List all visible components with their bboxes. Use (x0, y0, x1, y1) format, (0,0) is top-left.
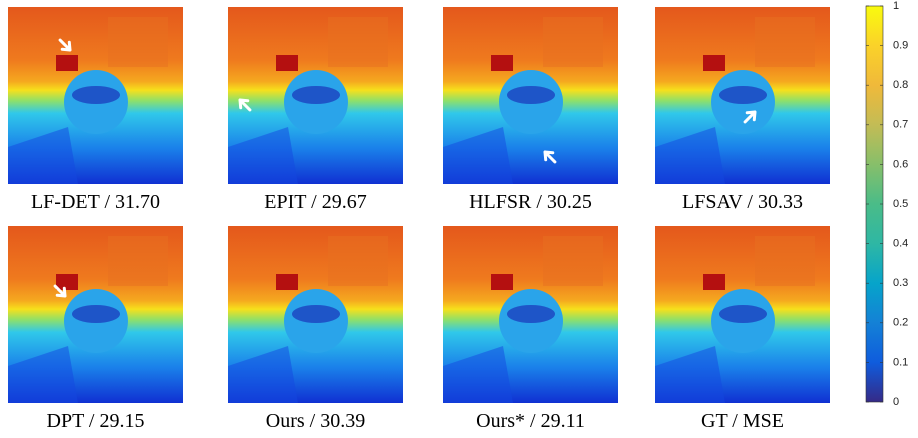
door (491, 274, 513, 290)
object (719, 86, 767, 104)
tick-label: 0 (893, 396, 899, 408)
wall-shade (108, 236, 168, 286)
caption: EPIT / 29.67 (264, 191, 366, 213)
wall-shade (543, 17, 603, 67)
door (703, 274, 725, 290)
tick-label: 0.9 (893, 40, 908, 52)
wall-shade (755, 17, 815, 67)
door (703, 55, 725, 71)
depth-map (655, 226, 830, 403)
caption: HLFSR / 30.25 (469, 191, 592, 213)
tick-label: 0.6 (893, 158, 908, 170)
tick-label: 0.4 (893, 238, 908, 250)
door (56, 55, 78, 71)
tick-label: 1 (893, 0, 899, 12)
tick-label: 0.1 (893, 356, 908, 368)
depth-map (443, 226, 618, 403)
object (72, 305, 120, 323)
depth-map (228, 7, 403, 184)
door (491, 55, 513, 71)
caption: Ours* / 29.11 (476, 410, 585, 432)
caption: LFSAV / 30.33 (682, 191, 803, 213)
depth-map (8, 226, 183, 403)
wall-shade (755, 236, 815, 286)
depth-map (655, 7, 830, 184)
caption: Ours / 30.39 (266, 410, 365, 432)
object (292, 86, 340, 104)
door (276, 274, 298, 290)
object (292, 305, 340, 323)
caption: GT / MSE (701, 410, 784, 432)
object (72, 86, 120, 104)
tick-label: 0.8 (893, 79, 908, 91)
wall-shade (543, 236, 603, 286)
tick-label: 0.3 (893, 277, 908, 289)
depth-map (228, 226, 403, 403)
wall-shade (328, 17, 388, 67)
wall-shade (328, 236, 388, 286)
caption: LF-DET / 31.70 (31, 191, 160, 213)
caption: DPT / 29.15 (47, 410, 145, 432)
object (507, 86, 555, 104)
object (507, 305, 555, 323)
figure: LF-DET / 31.70 EPIT / 29.67 HLFSR / 30.25 L… (0, 0, 918, 438)
wall-shade (108, 17, 168, 67)
door (276, 55, 298, 71)
depth-map (443, 7, 618, 184)
door (56, 274, 78, 290)
tick-label: 0.7 (893, 119, 908, 131)
depth-map (8, 7, 183, 184)
tick-label: 0.2 (893, 317, 908, 329)
tick-label: 0.5 (893, 198, 908, 210)
object (719, 305, 767, 323)
